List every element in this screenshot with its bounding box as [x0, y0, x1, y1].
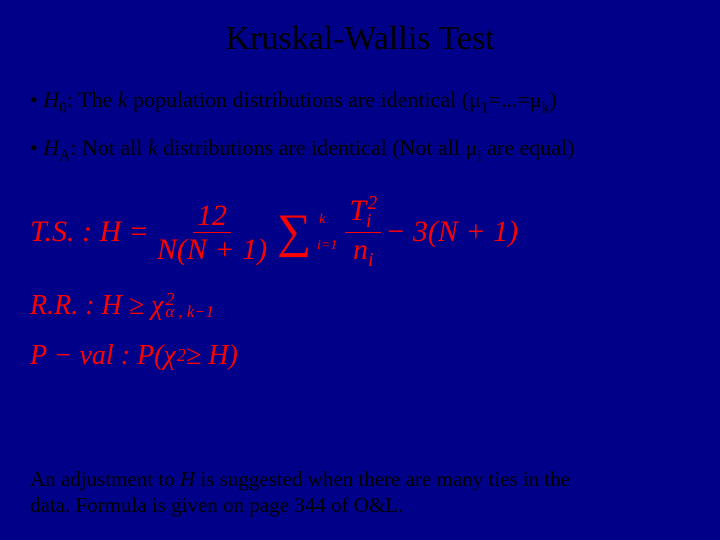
- rr-sub: α , k−1: [165, 306, 214, 318]
- ts-den2-sub: i: [368, 250, 373, 271]
- ts-num1: 12: [193, 199, 231, 233]
- pv-tail: ≥ H): [186, 340, 238, 372]
- ts-num2: Ti2: [345, 193, 381, 233]
- sigma-icon: ∑ki=1: [277, 218, 311, 247]
- ts-den2-base: n: [353, 233, 368, 266]
- h0-text1: : The: [67, 87, 118, 112]
- formula-p-value: P − val : P(χ2 ≥ H): [30, 340, 720, 372]
- h0-close: ): [549, 87, 556, 112]
- h0-text2: population distributions are identical (: [127, 87, 469, 112]
- bullet-mark: •: [30, 135, 43, 160]
- ts-tail: − 3(N + 1): [385, 215, 518, 249]
- ha-mu: μ: [466, 135, 478, 160]
- ha-sub: A: [59, 148, 70, 165]
- ha-text3: are equal): [482, 135, 575, 160]
- ts-den1: N(N + 1): [153, 233, 271, 266]
- slide-title: Kruskal-Wallis Test: [0, 0, 720, 86]
- h0-symbol: H: [43, 87, 59, 112]
- ts-den2: ni: [349, 233, 377, 271]
- sum-lower: i=1: [317, 242, 337, 250]
- h0-eq: =...=: [489, 87, 530, 112]
- rr-label: R.R. : H ≥ χ: [30, 290, 163, 322]
- ts-label: T.S. : H =: [30, 215, 149, 249]
- h0-sub: 0: [59, 99, 67, 116]
- ha-text1: : Not all: [70, 135, 148, 160]
- ts-num2-sup: 2: [367, 193, 377, 214]
- ts-frac2: Ti2 ni: [345, 193, 381, 272]
- formula-rejection-region: R.R. : H ≥ χ2α , k−1: [30, 290, 720, 322]
- sum-upper: k: [319, 216, 325, 224]
- bullet-list: • H0: The k population distributions are…: [0, 86, 720, 167]
- h0-mu1: μ: [469, 87, 481, 112]
- footer-2: data. Formula is given on page 344 of O&…: [30, 493, 403, 517]
- bullet-ha: • HA: Not all k distributions are identi…: [30, 134, 700, 166]
- footer-1b: is suggested when there are many ties in…: [195, 467, 570, 491]
- ha-text2: distributions are identical (Not all: [158, 135, 466, 160]
- ha-k: k: [148, 135, 158, 160]
- formula-test-statistic: T.S. : H = 12 N(N + 1) ∑ki=1 Ti2 ni − 3(…: [30, 193, 720, 272]
- pv-label: P − val : P(χ: [30, 340, 176, 372]
- footer-note: An adjustment to H is suggested when the…: [30, 466, 690, 519]
- h0-mu2: μ: [530, 87, 542, 112]
- pv-sup: 2: [177, 345, 186, 366]
- footer-1a: An adjustment to: [30, 467, 180, 491]
- ts-frac1: 12 N(N + 1): [153, 199, 271, 266]
- ha-symbol: H: [43, 135, 59, 160]
- bullet-mark: •: [30, 87, 43, 112]
- bullet-h0: • H0: The k population distributions are…: [30, 86, 700, 118]
- h0-sub1: 1: [481, 99, 489, 116]
- ts-num2-base: T: [349, 194, 366, 227]
- footer-H: H: [180, 467, 195, 491]
- formula-block: T.S. : H = 12 N(N + 1) ∑ki=1 Ti2 ni − 3(…: [0, 183, 720, 372]
